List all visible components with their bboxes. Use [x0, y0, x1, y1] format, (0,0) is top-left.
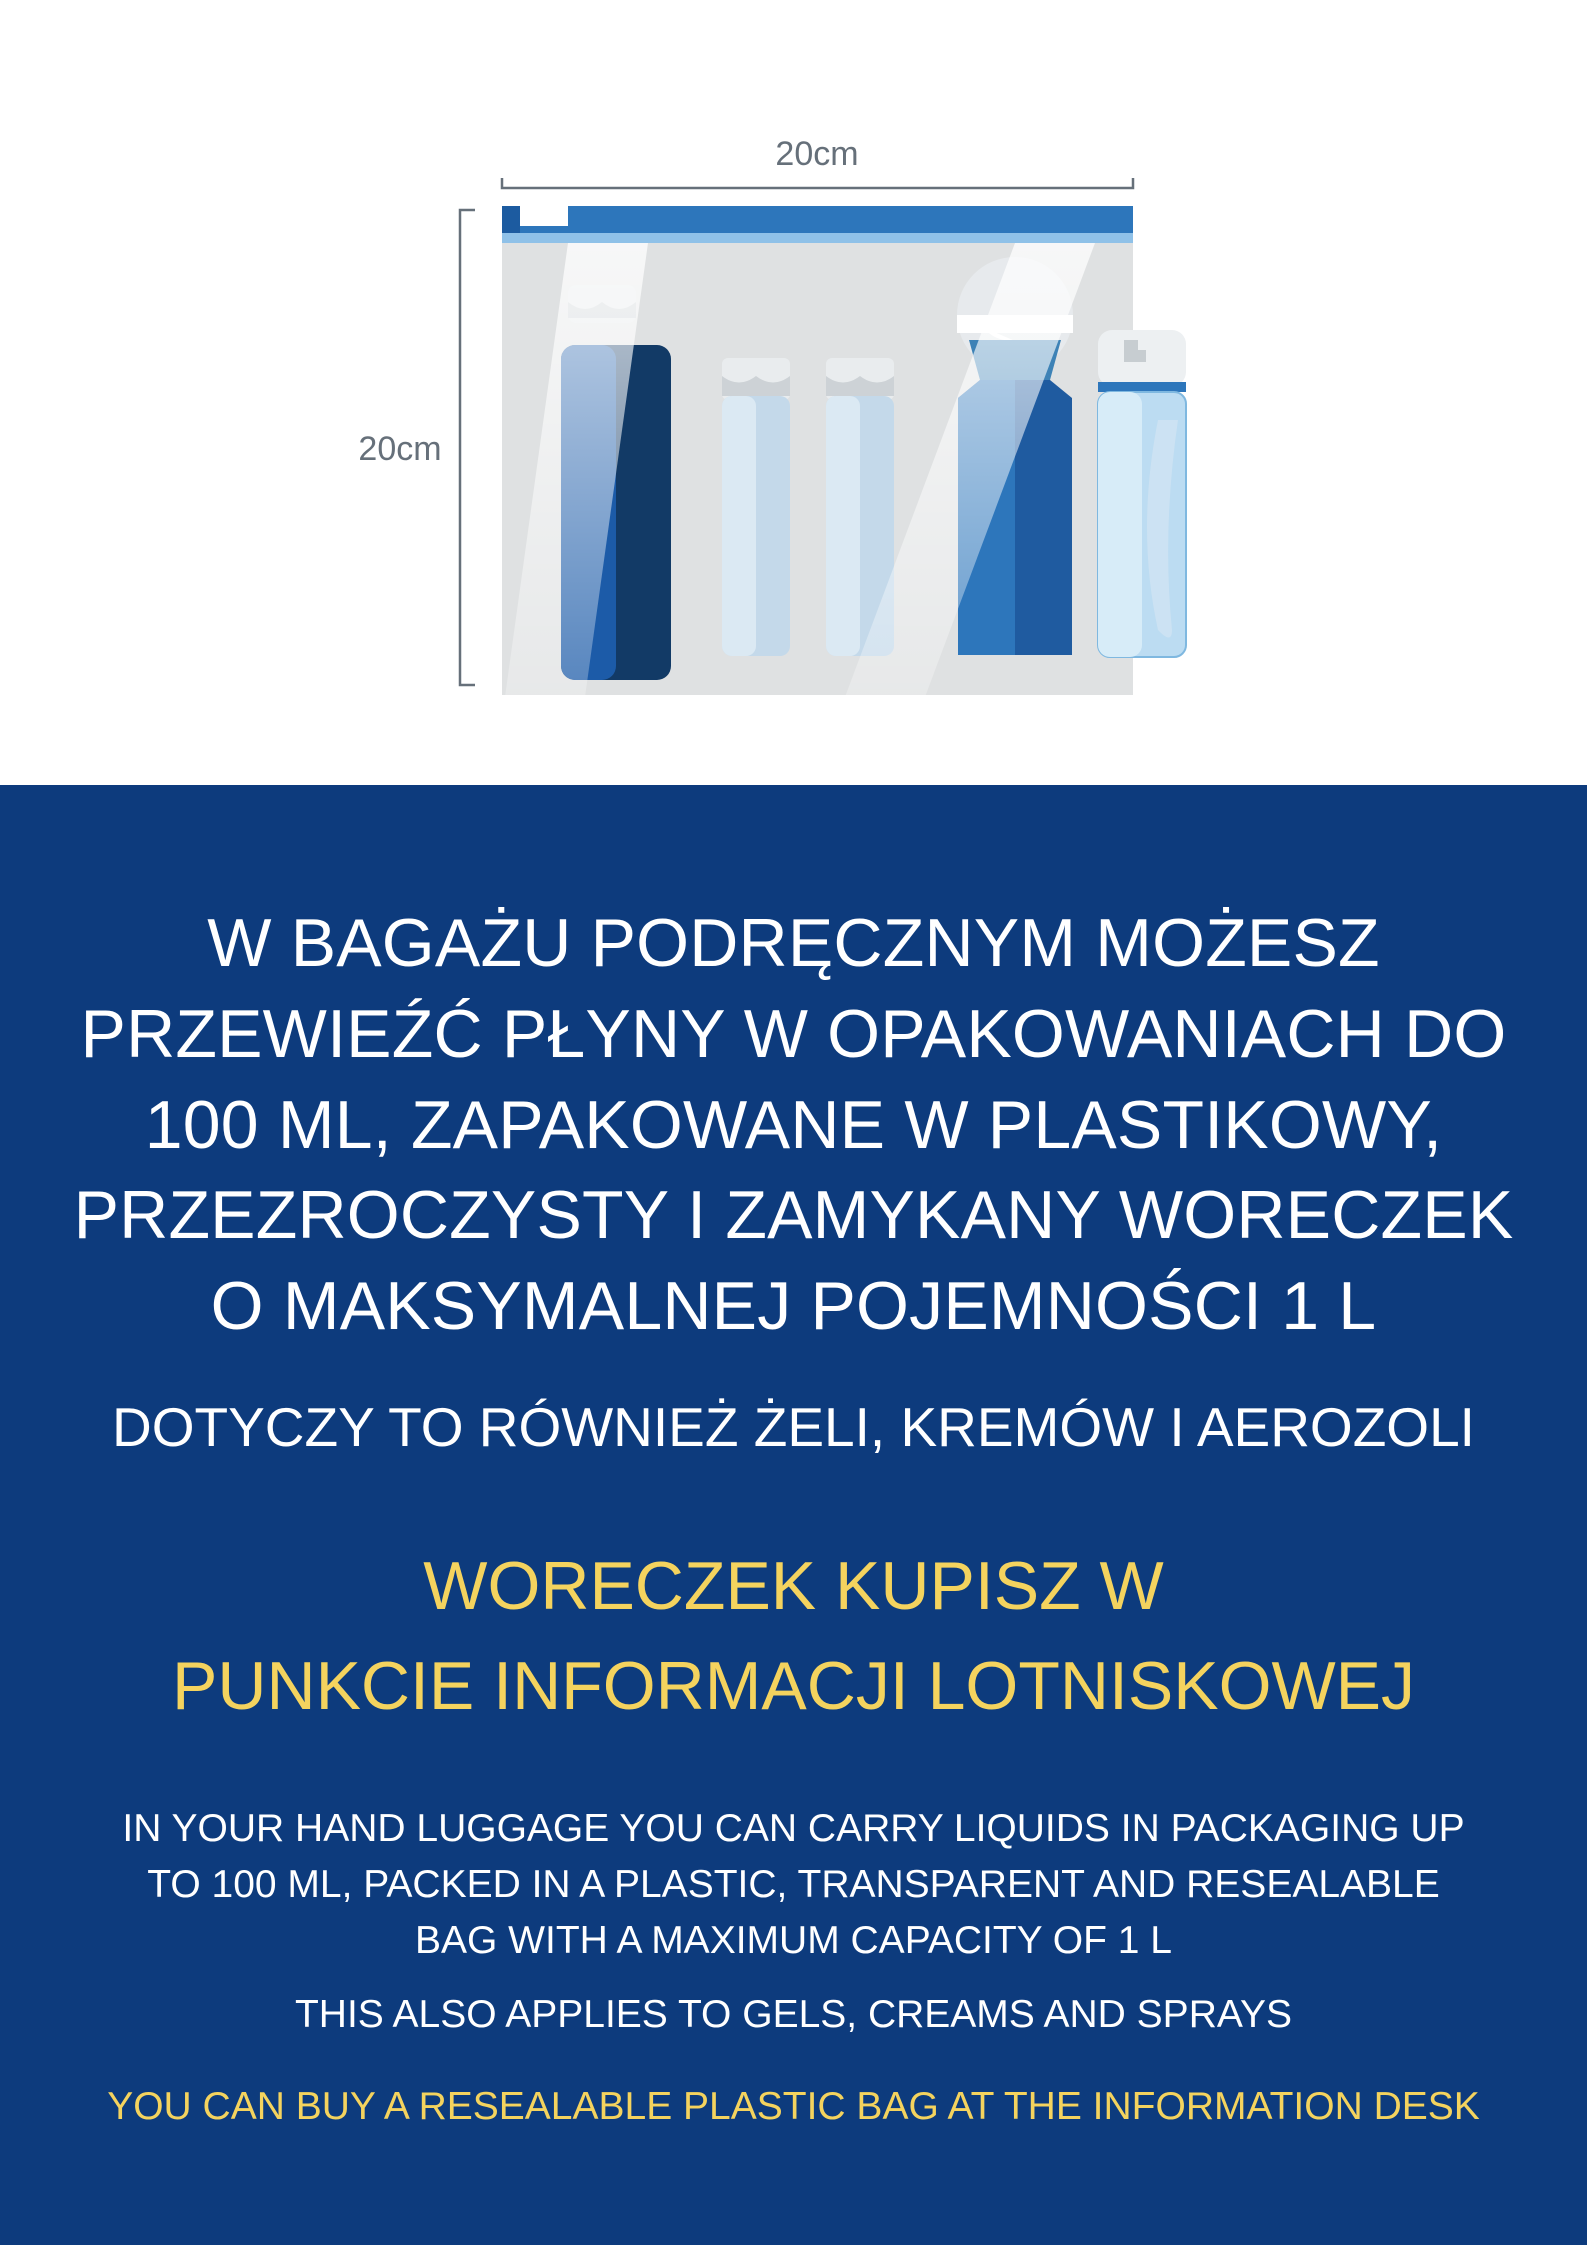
svg-text:20cm: 20cm — [358, 430, 441, 468]
svg-text:20cm: 20cm — [775, 135, 858, 173]
